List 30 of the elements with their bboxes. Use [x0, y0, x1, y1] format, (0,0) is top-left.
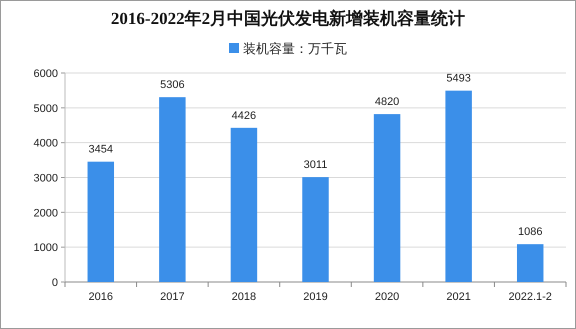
data-label: 1086: [518, 226, 542, 238]
y-tick-label: 3000: [34, 172, 58, 184]
data-label: 4426: [232, 110, 256, 122]
bar: [374, 114, 400, 282]
x-tick-label: 2019: [303, 291, 328, 303]
x-tick-label: 2016: [88, 291, 114, 303]
data-label: 4820: [374, 96, 400, 108]
bar: [302, 177, 329, 282]
y-tick-label: 5000: [34, 102, 58, 115]
y-tick-label: 1000: [34, 242, 58, 254]
y-tick-label: 4000: [34, 138, 58, 150]
bar: [159, 97, 186, 282]
legend-label: 装机容量：万千瓦: [243, 41, 347, 56]
bar: [516, 244, 544, 282]
x-tick-label: 2017: [160, 291, 185, 303]
data-label: 5493: [446, 72, 471, 85]
data-label: 3454: [88, 144, 114, 156]
y-tick-label: 6000: [34, 68, 58, 80]
data-label: 3011: [304, 159, 328, 172]
bar: [445, 90, 472, 282]
y-tick-label: 2000: [34, 207, 58, 220]
x-tick-label: 2022.1-2: [508, 291, 552, 303]
data-label: 5306: [160, 79, 185, 92]
x-tick-label: 2021: [446, 291, 471, 303]
bar: [88, 162, 114, 282]
y-tick-label: 0: [52, 277, 58, 289]
x-tick-label: 2020: [374, 291, 400, 303]
x-tick-label: 2018: [232, 291, 256, 303]
bar: [230, 128, 258, 282]
chart-title: 2016-2022年2月中国光伏发电新增装机容量统计: [110, 9, 466, 28]
